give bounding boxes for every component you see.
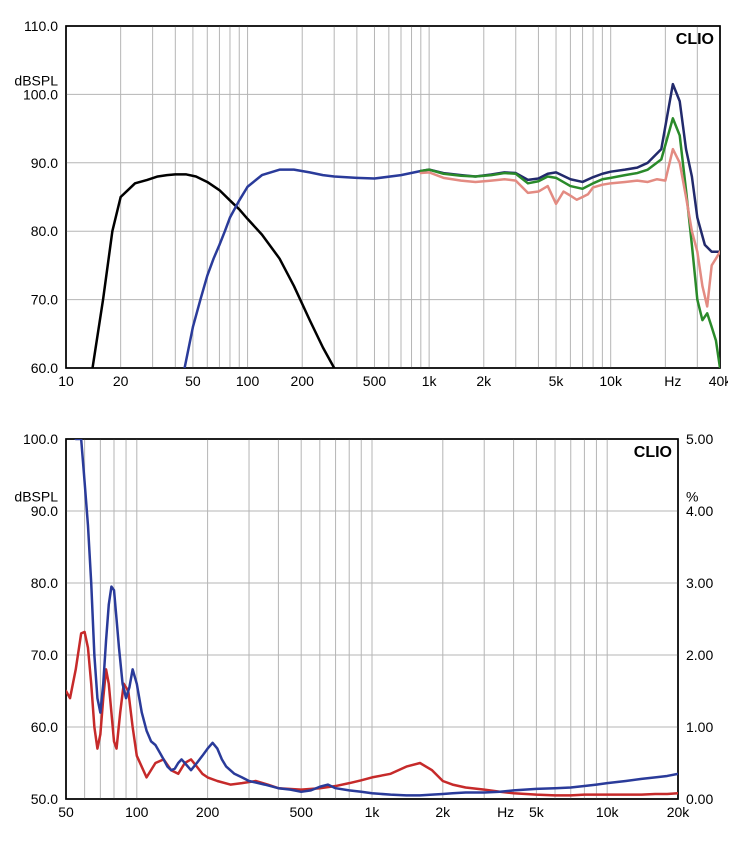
svg-text:50.0: 50.0 [31, 791, 58, 807]
svg-text:3.00: 3.00 [686, 575, 713, 591]
svg-text:90.0: 90.0 [31, 503, 58, 519]
svg-text:80.0: 80.0 [31, 575, 58, 591]
svg-text:100.0: 100.0 [23, 431, 58, 447]
svg-text:Hz: Hz [664, 373, 681, 389]
svg-text:50: 50 [185, 373, 201, 389]
top-chart-container: 10 20 50 100 200 500 1k 2k 5k 10k 40k Hz 60.0 70.0 80.… [8, 8, 728, 403]
svg-text:%: % [686, 489, 698, 505]
svg-text:10k: 10k [596, 804, 620, 820]
svg-text:2.00: 2.00 [686, 647, 713, 663]
svg-text:10k: 10k [599, 373, 623, 389]
svg-text:5k: 5k [549, 373, 565, 389]
svg-text:1.00: 1.00 [686, 719, 713, 735]
svg-text:10: 10 [58, 373, 74, 389]
svg-text:110.0: 110.0 [24, 18, 58, 34]
svg-text:CLIO: CLIO [676, 31, 714, 48]
svg-text:20: 20 [113, 373, 129, 389]
svg-text:dBSPL: dBSPL [14, 73, 58, 89]
svg-text:500: 500 [363, 373, 387, 389]
distortion-chart: 501002005001k2k5k10k20kHz50.060.070.080.… [8, 421, 728, 833]
svg-text:70.0: 70.0 [31, 647, 58, 663]
svg-text:60.0: 60.0 [31, 360, 58, 376]
bottom-chart-container: 501002005001k2k5k10k20kHz50.060.070.080.… [8, 421, 728, 833]
svg-text:50: 50 [58, 804, 74, 820]
svg-text:1k: 1k [365, 804, 381, 820]
svg-text:CLIO: CLIO [634, 444, 672, 461]
frequency-response-chart: 10 20 50 100 200 500 1k 2k 5k 10k 40k Hz 60.0 70.0 80.… [8, 8, 728, 403]
svg-text:80.0: 80.0 [31, 223, 58, 239]
svg-text:60.0: 60.0 [31, 719, 58, 735]
svg-text:200: 200 [291, 373, 315, 389]
svg-text:200: 200 [196, 804, 220, 820]
svg-text:2k: 2k [435, 804, 451, 820]
svg-text:0.00: 0.00 [686, 791, 713, 807]
svg-text:4.00: 4.00 [686, 503, 713, 519]
svg-text:5.00: 5.00 [686, 431, 713, 447]
svg-text:2k: 2k [476, 373, 492, 389]
svg-text:40k: 40k [709, 373, 728, 389]
svg-text:100: 100 [236, 373, 260, 389]
svg-text:Hz: Hz [497, 804, 514, 820]
svg-text:100: 100 [125, 804, 149, 820]
svg-text:500: 500 [290, 804, 314, 820]
svg-text:70.0: 70.0 [31, 292, 58, 308]
svg-text:1k: 1k [422, 373, 438, 389]
svg-text:5k: 5k [529, 804, 545, 820]
svg-text:dBSPL: dBSPL [14, 489, 58, 505]
svg-text:100.0: 100.0 [23, 86, 58, 102]
svg-text:90.0: 90.0 [31, 155, 58, 171]
